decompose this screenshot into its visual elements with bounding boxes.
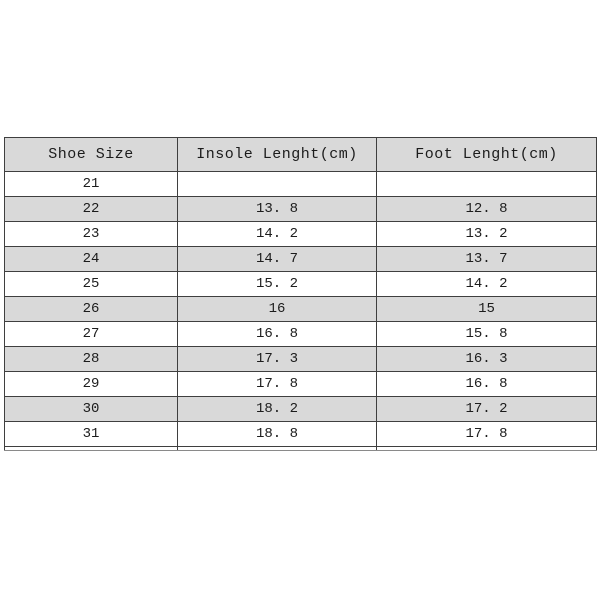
cell-insole-length: 16. 8 bbox=[177, 321, 377, 347]
cell-insole-length: 14. 2 bbox=[177, 221, 377, 247]
table-row: 23 14. 2 13. 2 bbox=[4, 221, 597, 247]
cell-empty bbox=[4, 446, 178, 451]
cell-shoe-size: 28 bbox=[4, 346, 178, 372]
table-row: 27 16. 8 15. 8 bbox=[4, 321, 597, 347]
table-row: 29 17. 8 16. 8 bbox=[4, 371, 597, 397]
cell-shoe-size: 26 bbox=[4, 296, 178, 322]
cell-foot-length: 13. 7 bbox=[376, 246, 597, 272]
table-row: 26 16 15 bbox=[4, 296, 597, 322]
table-row: 22 13. 8 12. 8 bbox=[4, 196, 597, 222]
header-row: Shoe Size Insole Lenght(cm) Foot Lenght(… bbox=[4, 137, 597, 172]
column-header-foot-length: Foot Lenght(cm) bbox=[376, 137, 597, 172]
cell-insole-length: 16 bbox=[177, 296, 377, 322]
cell-foot-length: 12. 8 bbox=[376, 196, 597, 222]
column-header-insole-length: Insole Lenght(cm) bbox=[177, 137, 377, 172]
cell-empty bbox=[376, 446, 597, 451]
cell-foot-length: 16. 3 bbox=[376, 346, 597, 372]
table-row: 24 14. 7 13. 7 bbox=[4, 246, 597, 272]
table-header: Shoe Size Insole Lenght(cm) Foot Lenght(… bbox=[4, 137, 597, 172]
cell-foot-length bbox=[376, 171, 597, 197]
cell-foot-length: 14. 2 bbox=[376, 271, 597, 297]
cell-insole-length: 17. 8 bbox=[177, 371, 377, 397]
cell-shoe-size: 23 bbox=[4, 221, 178, 247]
cell-foot-length: 13. 2 bbox=[376, 221, 597, 247]
column-header-shoe-size: Shoe Size bbox=[4, 137, 178, 172]
cell-shoe-size: 30 bbox=[4, 396, 178, 422]
cell-insole-length: 14. 7 bbox=[177, 246, 377, 272]
table-row: 31 18. 8 17. 8 bbox=[4, 421, 597, 447]
cell-foot-length: 17. 8 bbox=[376, 421, 597, 447]
cell-shoe-size: 21 bbox=[4, 171, 178, 197]
cell-shoe-size: 22 bbox=[4, 196, 178, 222]
table-body: 21 22 13. 8 12. 8 23 14. 2 13. 2 24 14. … bbox=[4, 171, 597, 451]
cell-insole-length: 15. 2 bbox=[177, 271, 377, 297]
cell-foot-length: 16. 8 bbox=[376, 371, 597, 397]
cell-insole-length: 18. 8 bbox=[177, 421, 377, 447]
table-row: 28 17. 3 16. 3 bbox=[4, 346, 597, 372]
cell-shoe-size: 29 bbox=[4, 371, 178, 397]
table-row: 25 15. 2 14. 2 bbox=[4, 271, 597, 297]
cell-shoe-size: 25 bbox=[4, 271, 178, 297]
cell-empty bbox=[177, 446, 377, 451]
table-row: 21 bbox=[4, 171, 597, 197]
partial-cutoff-row bbox=[4, 446, 597, 451]
cell-foot-length: 15. 8 bbox=[376, 321, 597, 347]
size-chart-sheet: Shoe Size Insole Lenght(cm) Foot Lenght(… bbox=[4, 137, 597, 451]
cell-shoe-size: 24 bbox=[4, 246, 178, 272]
cell-foot-length: 17. 2 bbox=[376, 396, 597, 422]
cell-shoe-size: 27 bbox=[4, 321, 178, 347]
cell-insole-length bbox=[177, 171, 377, 197]
cell-insole-length: 18. 2 bbox=[177, 396, 377, 422]
cell-insole-length: 17. 3 bbox=[177, 346, 377, 372]
cell-insole-length: 13. 8 bbox=[177, 196, 377, 222]
table-row: 30 18. 2 17. 2 bbox=[4, 396, 597, 422]
cell-shoe-size: 31 bbox=[4, 421, 178, 447]
size-chart-table: Shoe Size Insole Lenght(cm) Foot Lenght(… bbox=[4, 137, 597, 451]
cell-foot-length: 15 bbox=[376, 296, 597, 322]
